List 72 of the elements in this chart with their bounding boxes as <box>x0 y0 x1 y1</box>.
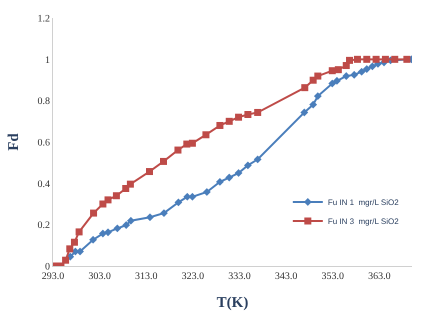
legend-label: Fu IN 3 mgr/L SiO2 <box>328 217 400 226</box>
point <box>146 213 154 222</box>
point <box>244 161 252 170</box>
x-tick-label: 323.0 <box>182 271 204 282</box>
point <box>363 56 370 63</box>
point <box>188 140 196 147</box>
y-tick-label: 0.6 <box>38 138 50 148</box>
x-tick-label: 313.0 <box>135 271 158 282</box>
point <box>188 192 196 201</box>
point <box>126 216 135 225</box>
point <box>403 56 410 63</box>
point <box>216 178 224 186</box>
point <box>126 180 134 188</box>
y-tick-label: 1 <box>45 54 50 66</box>
y-tick-label: 0.8 <box>38 96 50 108</box>
point <box>254 155 262 164</box>
point <box>202 188 211 196</box>
point <box>358 68 366 76</box>
x-tick-label: 353.0 <box>321 271 344 282</box>
point <box>382 56 389 63</box>
x-tick-label: 363.0 <box>368 271 391 282</box>
point <box>66 245 74 252</box>
point <box>314 72 322 80</box>
point <box>216 122 224 129</box>
x-tick-label: 293.0 <box>42 271 64 282</box>
point <box>309 100 318 108</box>
point <box>122 221 130 229</box>
point <box>346 56 354 64</box>
point <box>314 92 322 100</box>
x-tick-label: 303.0 <box>88 271 111 282</box>
point <box>226 118 233 125</box>
point <box>113 224 122 232</box>
point <box>90 210 98 217</box>
point <box>62 256 70 264</box>
point <box>350 70 358 79</box>
point <box>234 169 242 177</box>
point <box>202 131 210 138</box>
point <box>235 114 242 121</box>
point <box>112 192 120 200</box>
point <box>368 62 376 70</box>
point <box>354 56 361 63</box>
point <box>76 228 83 236</box>
point <box>160 209 168 217</box>
point <box>160 158 167 165</box>
y-tick-label: 0.2 <box>38 220 50 232</box>
point <box>391 56 398 63</box>
point <box>300 108 308 116</box>
point <box>70 238 78 246</box>
point <box>362 65 371 73</box>
point <box>301 84 308 92</box>
point <box>174 146 182 154</box>
point <box>104 196 112 204</box>
point <box>333 76 341 85</box>
point <box>174 198 182 206</box>
point <box>244 111 252 118</box>
point <box>328 80 336 88</box>
point <box>254 108 262 116</box>
x-axis-title: T(K) <box>216 295 248 311</box>
y-axis-title: Fd <box>6 132 22 151</box>
y-tick-label: 0 <box>45 262 50 272</box>
point <box>342 72 350 80</box>
point <box>146 168 154 176</box>
point <box>89 236 97 244</box>
x-tick-label: 343.0 <box>274 271 298 282</box>
y-tick-label: 1.2 <box>38 14 50 24</box>
point <box>372 56 380 63</box>
point <box>104 228 112 236</box>
legend-label: Fu IN 1 mgr/L SiO2 <box>328 198 400 208</box>
point <box>334 66 342 74</box>
y-tick-label: 0.4 <box>38 178 50 190</box>
point <box>225 174 234 182</box>
x-tick-label: 333.0 <box>228 271 251 282</box>
